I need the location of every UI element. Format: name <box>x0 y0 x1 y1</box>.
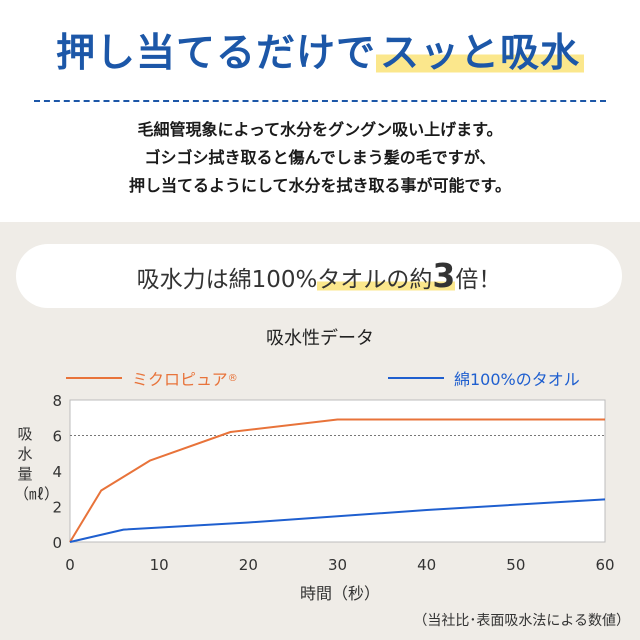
legend-label: 綿100%のタオル <box>454 370 580 389</box>
x-tick-label: 60 <box>595 556 614 574</box>
line-chart: 0 2 4 6 8 0 10 20 30 40 50 60 <box>52 392 614 574</box>
intro-section: 押し当てるだけで スッと吸水 毛細管現象によって水分をグングン吸い上げます。 ゴシ… <box>0 0 640 222</box>
claim-banner: 吸水力は綿100%タオルの約3倍！ <box>16 244 622 308</box>
legend-item-cotton: 綿100%のタオル <box>388 366 580 390</box>
claim-number: 3 <box>432 256 456 295</box>
description-line: ゴシゴシ拭き取ると傷んでしまう髪の毛ですが、 <box>144 148 496 167</box>
x-tick-label: 20 <box>239 556 258 574</box>
y-tick-label: 8 <box>52 392 62 410</box>
registered-mark: ® <box>227 372 238 384</box>
x-tick-label: 30 <box>328 556 347 574</box>
chart-title: 吸水性データ <box>266 328 374 349</box>
claim-highlight-text: タオルの約 <box>317 267 433 293</box>
x-tick-label: 10 <box>150 556 169 574</box>
footnote: （当社比･表面吸水法による数値） <box>413 613 630 629</box>
claim-prefix: 吸水力は綿100% <box>136 267 318 293</box>
description: 毛細管現象によって水分をグングン吸い上げます。 ゴシゴシ拭き取ると傷んでしまう髪… <box>0 116 640 200</box>
claim-suffix: 倍！ <box>455 267 502 293</box>
dashed-divider <box>34 100 606 102</box>
x-tick-label: 40 <box>417 556 436 574</box>
y-tick-label: 2 <box>52 499 62 517</box>
series-line-cotton <box>69 498 606 543</box>
claim-highlight: タオルの約3 <box>317 256 456 295</box>
legend-item-micropure: ミクロピュア ® <box>66 366 238 390</box>
legend-swatch-orange <box>66 377 122 379</box>
plot-area <box>69 399 606 543</box>
x-tick-label: 0 <box>65 556 75 574</box>
series-line-micropure <box>69 418 605 543</box>
legend-label: ミクロピュア <box>132 370 228 389</box>
headline-highlight: スッと吸水 <box>376 31 585 76</box>
legend-swatch-blue <box>388 377 444 379</box>
x-tick-label: 50 <box>506 556 525 574</box>
y-tick-label: 4 <box>52 463 62 481</box>
headline-part1: 押し当てるだけで <box>55 31 376 76</box>
headline: 押し当てるだけで スッと吸水 <box>0 22 640 78</box>
description-line: 押し当てるようにして水分を拭き取る事が可能です。 <box>129 176 511 195</box>
description-line: 毛細管現象によって水分をグングン吸い上げます。 <box>137 120 503 139</box>
y-tick-label: 6 <box>52 428 62 446</box>
y-tick-label: 0 <box>52 534 62 552</box>
x-axis-label: 時間（秒） <box>299 584 380 603</box>
